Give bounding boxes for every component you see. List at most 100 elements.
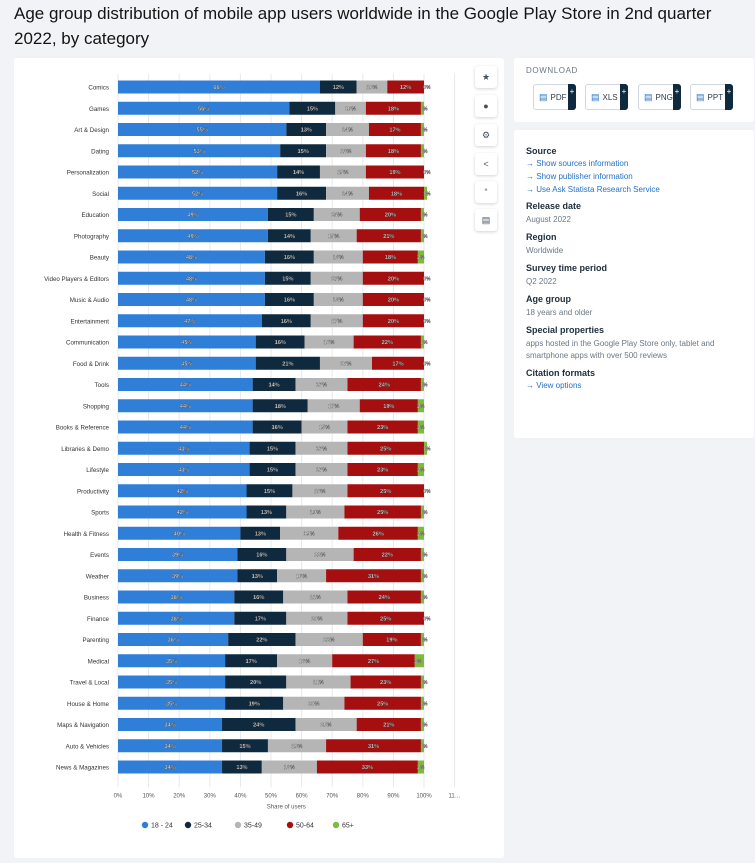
data-label: 2% — [417, 765, 425, 771]
download-ppt-button[interactable]: ▤ PPT + — [690, 84, 733, 110]
bar-segment — [252, 378, 296, 391]
bar-segment — [332, 654, 415, 668]
data-label: 25% — [380, 446, 391, 452]
data-label: 1% — [420, 680, 428, 686]
data-label: 38% — [171, 616, 182, 622]
legend-label: 25-34 — [194, 823, 212, 830]
data-label: 35% — [166, 659, 177, 665]
bar-segment — [420, 229, 424, 243]
data-label: 21% — [383, 723, 394, 729]
bar-segment — [295, 463, 348, 476]
bell-button[interactable]: ● — [475, 95, 497, 117]
bar-segment — [362, 314, 424, 328]
bar-segment — [267, 229, 311, 243]
download-pdf-button[interactable]: ▤ PDF + — [533, 84, 576, 110]
share-button[interactable]: < — [475, 153, 497, 175]
x-tick-label: 20% — [173, 793, 186, 799]
bar-segment — [228, 633, 296, 646]
download-ppt-label: PPT — [707, 92, 724, 102]
data-label: 18% — [314, 489, 325, 495]
data-label: 34% — [164, 765, 175, 771]
show-publisher-link[interactable]: Show publisher information — [526, 171, 742, 182]
data-label: 1% — [420, 128, 428, 134]
bar-segment — [319, 80, 357, 94]
data-label: 39% — [172, 574, 183, 580]
data-label: 16% — [324, 340, 335, 346]
data-label: 15% — [319, 425, 330, 431]
legend-label: 18 - 24 — [151, 823, 173, 830]
bar-segment — [350, 675, 421, 689]
data-label: 17% — [316, 383, 327, 389]
region-value: Worldwide — [526, 246, 564, 255]
bar-segment — [420, 718, 424, 731]
bar-segment — [118, 144, 281, 158]
bar-segment — [417, 760, 424, 774]
bar-segment — [420, 144, 424, 158]
bar-segment — [313, 250, 363, 264]
bar-segment — [118, 378, 253, 391]
show-sources-link[interactable]: Show sources information — [526, 158, 742, 169]
bell-icon: ● — [483, 101, 489, 111]
data-label: 0% — [423, 298, 431, 304]
data-label: 17% — [246, 659, 257, 665]
data-label: 19% — [389, 170, 400, 176]
data-label: 15% — [331, 213, 342, 219]
data-label: 24% — [253, 723, 264, 729]
bar-segment — [326, 144, 366, 158]
bar-segment — [118, 548, 238, 561]
category-label: Art & Design — [74, 127, 109, 134]
bar-segment — [414, 654, 424, 668]
data-label: 34% — [164, 723, 175, 729]
data-label: 0% — [423, 319, 431, 325]
data-label: 15% — [267, 446, 278, 452]
data-label: 17% — [392, 361, 403, 367]
category-label: Parenting — [83, 637, 110, 644]
download-xls-button[interactable]: ▤ XLS + — [585, 84, 628, 110]
bar-segment — [295, 718, 357, 731]
category-label: Lifestyle — [86, 467, 109, 474]
download-png-button[interactable]: ▤ PNG + — [638, 84, 681, 110]
category-label: House & Home — [67, 701, 110, 708]
data-label: 25% — [377, 510, 388, 516]
bar-segment — [118, 123, 287, 136]
bar-segment — [283, 590, 348, 604]
bar-segment — [237, 548, 287, 561]
bar-segment — [347, 484, 424, 498]
data-label: 16% — [296, 574, 307, 580]
x-tick-label: 10% — [143, 793, 156, 799]
bar-segment — [420, 675, 424, 689]
data-label: 1% — [420, 744, 428, 750]
data-label: 21% — [383, 234, 394, 240]
data-label: 1% — [420, 383, 428, 389]
bar-segment — [310, 314, 363, 328]
bar-segment — [118, 696, 226, 710]
print-button[interactable]: ▤ — [475, 209, 497, 231]
data-label: 44% — [180, 425, 191, 431]
bar-segment — [424, 441, 428, 455]
x-tick-label: 60% — [296, 793, 309, 799]
data-label: 16% — [253, 595, 264, 601]
quote-button[interactable]: “ — [475, 181, 497, 203]
bar-segment — [356, 229, 421, 243]
data-label: 16% — [333, 298, 344, 304]
data-label: 16% — [284, 255, 295, 261]
research-service-link[interactable]: Use Ask Statista Research Service — [526, 184, 742, 195]
age-group-value: 18 years and older — [526, 308, 593, 317]
data-label: 31% — [368, 744, 379, 750]
bar-segment — [249, 441, 296, 455]
category-label: Events — [90, 552, 109, 559]
data-label: 15% — [282, 276, 293, 282]
gear-button[interactable]: ⚙ — [475, 124, 497, 146]
bar-segment — [319, 165, 366, 179]
star-button[interactable]: ★ — [475, 66, 497, 88]
data-label: 44% — [180, 383, 191, 389]
data-label: 20% — [308, 701, 319, 707]
bar-segment — [420, 548, 424, 561]
citation-view-options-link[interactable]: View options — [526, 380, 742, 391]
data-label: 13% — [252, 574, 263, 580]
age-group-heading: Age group — [526, 294, 571, 304]
download-pdf-label: PDF — [550, 92, 567, 102]
bar-segment — [277, 654, 333, 668]
bar-segment — [286, 675, 351, 689]
download-png-label: PNG — [655, 92, 673, 102]
